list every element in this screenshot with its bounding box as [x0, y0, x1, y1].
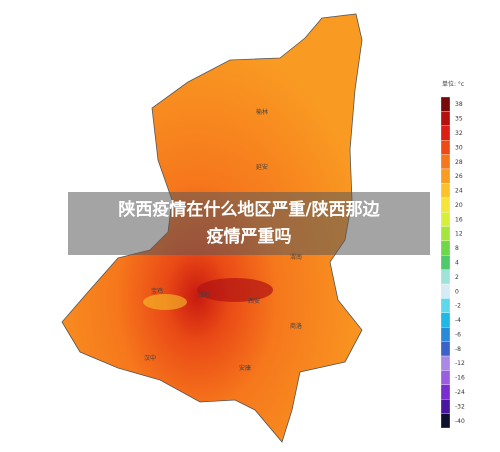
legend-label: -8 [455, 346, 461, 353]
legend-label: -24 [455, 389, 465, 396]
legend-label: 20 [455, 202, 463, 209]
legend-label: 4 [455, 260, 459, 267]
legend-label: -32 [455, 403, 465, 410]
legend-label: 28 [455, 159, 463, 166]
legend-swatch [440, 96, 451, 112]
city-label: 汉中 [144, 354, 156, 362]
legend-swatch [440, 399, 451, 414]
legend-swatch [440, 211, 451, 227]
legend-label: -40 [455, 418, 465, 425]
city-label: 咸阳 [198, 291, 210, 299]
legend-swatch [440, 183, 451, 198]
legend-swatch [440, 298, 451, 314]
city-label: 渭南 [290, 253, 302, 261]
legend-swatch [440, 226, 451, 242]
legend-swatch [440, 355, 451, 371]
legend-label: 30 [455, 144, 463, 151]
legend-swatch [440, 255, 451, 270]
legend-swatch [440, 327, 451, 342]
legend-label: 38 [455, 101, 463, 108]
title-banner: 陕西疫情在什么地区严重/陕西那边 疫情严重吗 [68, 192, 430, 255]
legend-swatch [440, 370, 451, 385]
legend-swatch [440, 240, 451, 256]
legend-swatch [440, 413, 451, 429]
legend-label: 26 [455, 173, 463, 180]
legend-label: 0 [455, 288, 459, 295]
legend-swatch [440, 197, 451, 213]
legend-label: -12 [455, 360, 465, 367]
legend-label: -6 [455, 331, 461, 338]
title-line: 陕西疫情在什么地区严重/陕西那边 [118, 200, 380, 220]
legend-swatch [440, 312, 451, 328]
legend-swatch [440, 154, 451, 170]
hotspot [197, 278, 273, 302]
legend-label: 35 [455, 116, 463, 123]
city-label: 西安 [248, 297, 260, 305]
legend-label: 24 [455, 188, 463, 195]
legend-swatch [440, 384, 451, 400]
cool-area [143, 294, 187, 310]
legend-label: 16 [455, 216, 463, 223]
title-line: 疫情严重吗 [206, 227, 292, 247]
legend-swatch [440, 341, 451, 357]
legend-swatch [440, 283, 451, 299]
city-label: 榆林 [256, 108, 268, 116]
city-label: 宝鸡 [151, 287, 163, 295]
legend-label: 12 [455, 231, 463, 238]
legend-swatch [440, 168, 451, 184]
legend-swatch [440, 140, 451, 155]
legend-swatch [440, 111, 451, 126]
city-label: 安康 [239, 364, 251, 372]
legend-label: 8 [455, 245, 459, 252]
legend-label: -4 [455, 317, 461, 324]
legend-label: -16 [455, 375, 465, 382]
legend-swatch [440, 125, 451, 141]
city-label: 延安 [256, 163, 268, 171]
legend-label: -2 [455, 303, 461, 310]
city-label: 商洛 [290, 322, 302, 330]
legend-unit: 单位: °c [442, 80, 464, 88]
legend-swatch [440, 269, 451, 285]
legend-label: 32 [455, 130, 463, 137]
legend-label: 2 [455, 274, 459, 281]
